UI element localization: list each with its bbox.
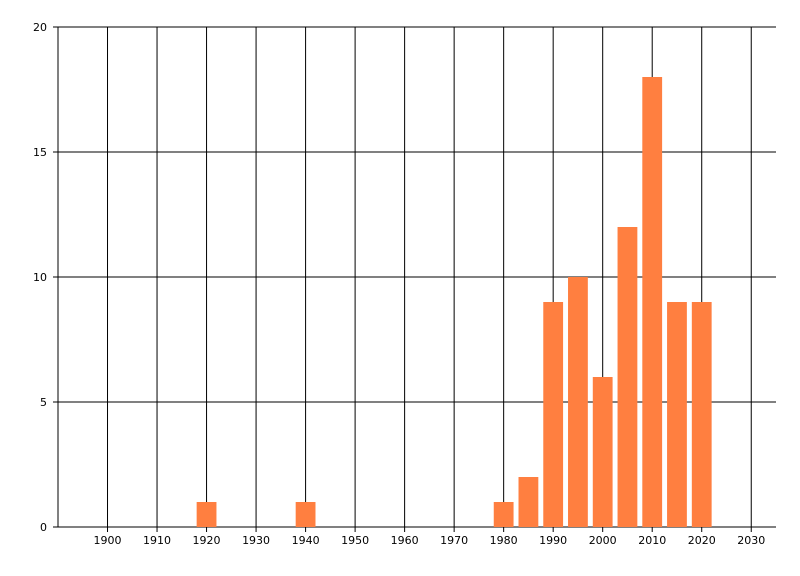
bar xyxy=(493,502,514,527)
x-tick-label: 1980 xyxy=(490,534,518,547)
bar xyxy=(295,502,316,527)
x-tick-label: 1990 xyxy=(539,534,567,547)
y-tick-label: 5 xyxy=(40,396,47,409)
x-tick-label: 2030 xyxy=(737,534,765,547)
bar xyxy=(691,302,712,527)
bar xyxy=(667,302,687,527)
x-tick-label: 1900 xyxy=(94,534,122,547)
y-tick-label: 10 xyxy=(33,271,47,284)
y-tick-label: 20 xyxy=(33,21,47,34)
bar xyxy=(617,227,638,527)
bar xyxy=(568,277,588,527)
y-tick-label: 15 xyxy=(33,146,47,159)
x-tick-label: 1910 xyxy=(143,534,171,547)
bar xyxy=(642,77,663,527)
x-tick-label: 1940 xyxy=(292,534,320,547)
x-tick-label: 2020 xyxy=(688,534,716,547)
x-tick-label: 1950 xyxy=(341,534,369,547)
x-tick-label: 1960 xyxy=(391,534,419,547)
bar xyxy=(518,477,539,527)
y-tick-label: 0 xyxy=(40,521,47,534)
bar xyxy=(543,302,564,527)
x-tick-label: 2000 xyxy=(589,534,617,547)
bar xyxy=(196,502,217,527)
x-tick-label: 1920 xyxy=(193,534,221,547)
x-tick-label: 1930 xyxy=(242,534,270,547)
bar xyxy=(592,377,613,527)
x-tick-label: 2010 xyxy=(638,534,666,547)
x-tick-label: 1970 xyxy=(440,534,468,547)
